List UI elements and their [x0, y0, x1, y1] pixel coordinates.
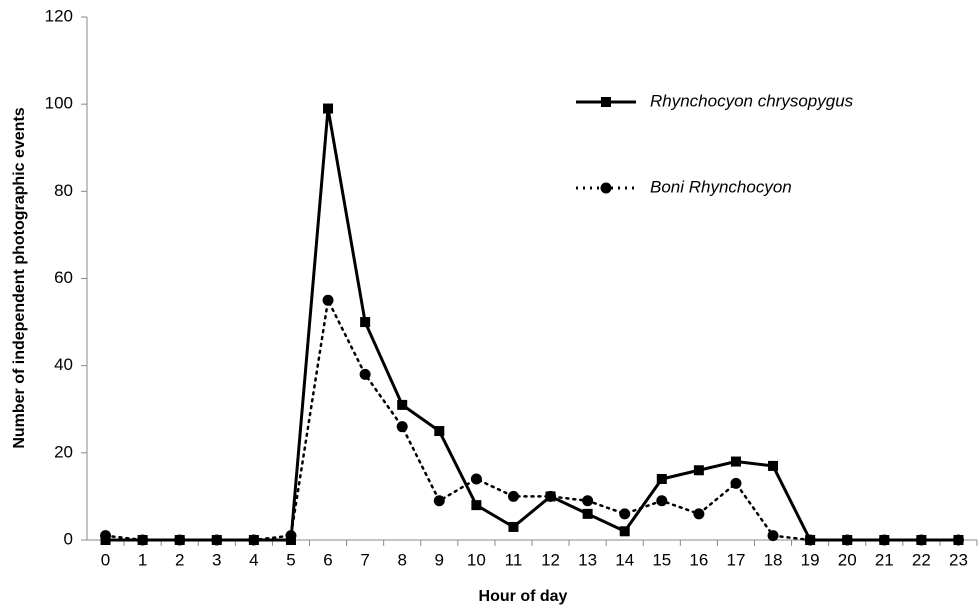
x-tick-label: 16: [689, 550, 708, 569]
marker: [619, 526, 630, 537]
x-tick-label: 7: [360, 550, 369, 569]
marker: [211, 534, 223, 546]
marker: [693, 508, 705, 520]
x-tick-label: 22: [912, 550, 931, 569]
x-tick-label: 14: [615, 550, 634, 569]
marker: [322, 294, 334, 306]
series-line: [104, 108, 960, 542]
series-line: [104, 296, 960, 542]
marker: [878, 534, 890, 546]
marker: [359, 368, 371, 380]
marker: [360, 317, 371, 328]
marker: [248, 534, 260, 546]
x-tick-label: 13: [578, 550, 597, 569]
marker: [730, 477, 742, 489]
y-tick-label: 100: [45, 94, 73, 113]
marker: [915, 534, 927, 546]
marker: [619, 508, 631, 520]
x-tick-label: 18: [764, 550, 783, 569]
marker: [285, 530, 297, 542]
y-axis-title: Number of independent photographic event…: [11, 107, 28, 448]
y-tick-label: 80: [54, 181, 73, 200]
marker: [174, 534, 186, 546]
legend-marker: [601, 97, 611, 107]
x-tick-label: 20: [838, 550, 857, 569]
x-tick-label: 6: [323, 550, 332, 569]
x-tick-label: 8: [397, 550, 406, 569]
x-tick-label: 5: [286, 550, 295, 569]
legend-label: Boni Rhynchocyon: [650, 177, 792, 196]
x-tick-label: 17: [726, 550, 745, 569]
marker: [768, 460, 779, 471]
marker: [545, 490, 557, 502]
y-tick-label: 60: [54, 268, 73, 287]
marker: [434, 426, 445, 437]
y-tick-label: 0: [64, 529, 73, 548]
x-tick-label: 3: [212, 550, 221, 569]
x-axis-title: Hour of day: [479, 588, 568, 605]
legend-label: Rhynchocyon chrysopygus: [650, 91, 854, 110]
marker: [323, 103, 334, 114]
y-tick-label: 120: [45, 6, 73, 25]
marker: [470, 473, 482, 485]
x-tick-label: 10: [467, 550, 486, 569]
x-tick-label: 12: [541, 550, 560, 569]
y-tick-label: 20: [54, 442, 73, 461]
marker: [582, 495, 594, 507]
marker: [693, 465, 704, 476]
marker: [767, 530, 779, 542]
x-tick-label: 0: [101, 550, 110, 569]
marker: [433, 495, 445, 507]
marker: [508, 521, 519, 532]
x-tick-label: 4: [249, 550, 258, 569]
marker: [730, 456, 741, 467]
x-tick-label: 2: [175, 550, 184, 569]
marker: [952, 534, 964, 546]
marker: [396, 421, 408, 433]
marker: [804, 534, 816, 546]
marker: [841, 534, 853, 546]
legend-marker: [600, 182, 612, 194]
x-tick-label: 19: [801, 550, 820, 569]
x-tick-label: 21: [875, 550, 894, 569]
x-tick-label: 23: [949, 550, 968, 569]
x-tick-label: 11: [505, 550, 523, 569]
marker: [656, 473, 667, 484]
marker: [397, 399, 408, 410]
x-tick-label: 1: [138, 550, 147, 569]
marker: [137, 534, 149, 546]
y-tick-label: 40: [54, 355, 73, 374]
x-tick-label: 9: [435, 550, 444, 569]
marker: [582, 508, 593, 519]
x-tick-label: 15: [652, 550, 671, 569]
marker: [100, 530, 112, 542]
marker: [507, 490, 519, 502]
marker: [656, 495, 668, 507]
marker: [471, 500, 482, 511]
